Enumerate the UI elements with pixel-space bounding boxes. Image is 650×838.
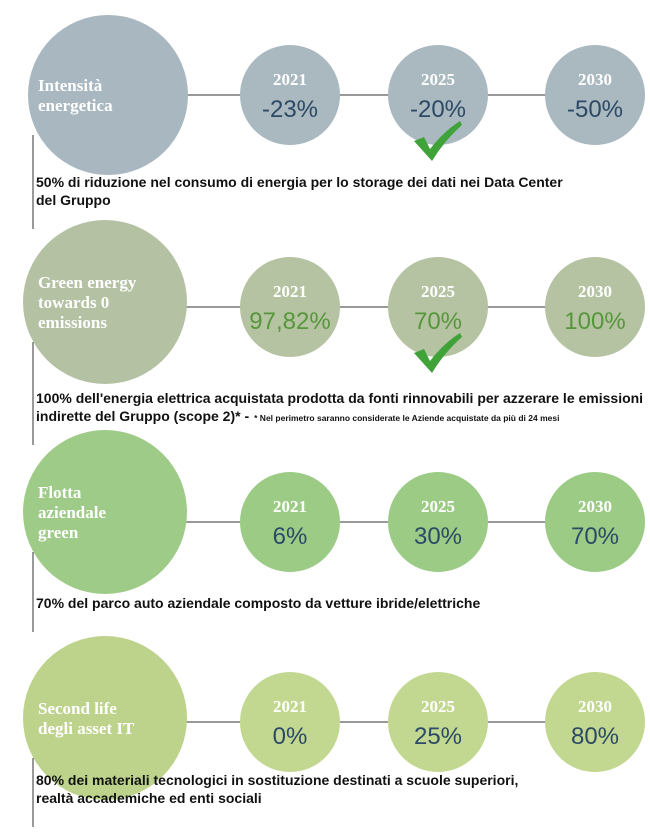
milestone-year: 2021 <box>273 697 307 716</box>
milestone-circle <box>240 672 340 772</box>
topic-title: Flotta <box>38 483 82 502</box>
milestone-year: 2025 <box>421 282 455 301</box>
topic-title: Intensità <box>38 76 103 95</box>
topic-title: aziendale <box>38 503 106 522</box>
milestone-value: 25% <box>414 723 462 750</box>
milestone-circle <box>545 472 645 572</box>
milestone-value: -23% <box>262 96 318 123</box>
topic-circle <box>28 15 188 175</box>
milestone-year: 2021 <box>273 70 307 89</box>
milestone-year: 2030 <box>578 697 612 716</box>
description: 80% dei materiali tecnologici in sostitu… <box>36 772 518 788</box>
topic-title: Green energy <box>38 273 137 292</box>
milestone-value: 80% <box>571 723 619 750</box>
milestone-year: 2021 <box>273 282 307 301</box>
topic-title: green <box>38 523 79 542</box>
milestone-value: -50% <box>567 96 623 123</box>
topic-circle <box>23 636 187 800</box>
milestone-year: 2025 <box>421 497 455 516</box>
milestone-circle <box>545 257 645 357</box>
description: 50% di riduzione nel consumo di energia … <box>36 174 563 190</box>
milestone-circle <box>545 672 645 772</box>
topic-circle <box>23 220 187 384</box>
milestone-year: 2030 <box>578 282 612 301</box>
milestone-circle <box>388 45 488 145</box>
description: del Gruppo <box>36 192 111 208</box>
milestone-year: 2030 <box>578 70 612 89</box>
milestone-circle <box>388 672 488 772</box>
description: realtà accademiche ed enti sociali <box>36 790 262 806</box>
milestone-value: 6% <box>273 523 308 550</box>
milestone-circle <box>240 45 340 145</box>
checkmark <box>414 121 462 161</box>
milestone-circle <box>240 472 340 572</box>
milestone-year: 2021 <box>273 497 307 516</box>
milestone-year: 2025 <box>421 70 455 89</box>
milestone-year: 2025 <box>421 697 455 716</box>
milestone-circle <box>240 257 340 357</box>
topic-circle <box>23 430 187 594</box>
milestone-value: 70% <box>571 523 619 550</box>
milestone-circle <box>545 45 645 145</box>
topic-title: towards 0 <box>38 293 109 312</box>
milestone-year: 2030 <box>578 497 612 516</box>
checkmark <box>414 333 462 373</box>
topic-title: energetica <box>38 96 113 115</box>
description: indirette del Gruppo (scope 2)* - <box>36 408 249 424</box>
milestone-value: 100% <box>564 308 625 335</box>
milestone-circle <box>388 257 488 357</box>
milestone-value: 30% <box>414 523 462 550</box>
milestone-circle <box>388 472 488 572</box>
description: 100% dell'energia elettrica acquistata p… <box>36 390 643 406</box>
milestone-value: 70% <box>414 308 462 335</box>
topic-title: Second life <box>38 699 117 718</box>
topic-title: emissions <box>38 313 107 332</box>
topic-title: degli asset IT <box>38 719 135 738</box>
footnote: * Nel perimetro saranno considerate le A… <box>254 413 559 423</box>
milestone-value: 97,82% <box>249 308 330 335</box>
description: 70% del parco auto aziendale composto da… <box>36 595 480 611</box>
milestone-value: 0% <box>273 723 308 750</box>
milestone-value: -20% <box>410 96 466 123</box>
